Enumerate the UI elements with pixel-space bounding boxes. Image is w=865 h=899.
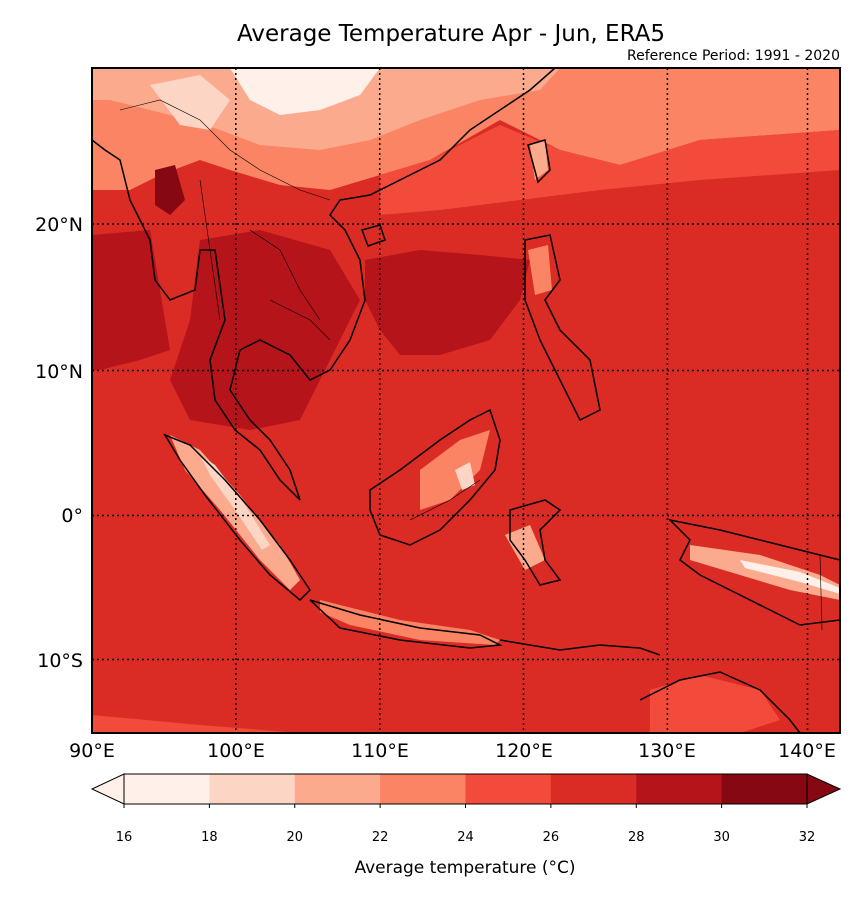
colorbar-tick-label: 32 <box>799 830 816 845</box>
colorbar-label: Average temperature (°C) <box>354 858 575 878</box>
map-frame <box>91 67 841 734</box>
colorbar-segment <box>209 774 296 804</box>
colorbar-segment <box>721 774 808 804</box>
colorbar <box>90 773 842 805</box>
luzon-highlands <box>528 245 552 295</box>
colorbar-tick-label: 28 <box>628 830 645 845</box>
colorbar-tick-label: 26 <box>543 830 560 845</box>
coast-sulawesi <box>509 499 562 586</box>
southwest-cool-edge <box>92 715 300 733</box>
borneo-peak <box>455 462 475 490</box>
map-area <box>92 68 840 733</box>
lat-label-10S: 10°S <box>37 650 83 672</box>
chart-title: Average Temperature Apr - Jun, ERA5 <box>237 21 665 47</box>
cool-north-zone-2 <box>380 125 840 215</box>
highland-cold <box>230 68 380 115</box>
sulawesi-highlands <box>505 525 545 570</box>
coast-lesser-sunda <box>499 639 661 656</box>
colorbar-segment <box>550 774 637 804</box>
lat-label-0: 0° <box>61 505 83 527</box>
colorbar-segment <box>636 774 723 804</box>
highland-cold-2 <box>150 75 230 130</box>
colorbar-segment <box>124 774 210 804</box>
north-australia-land <box>650 675 780 733</box>
coastlines <box>92 68 840 733</box>
lon-label-90E: 90°E <box>69 740 115 762</box>
longitude-labels: 90°E 100°E 110°E 120°E 130°E 140°E <box>69 740 836 762</box>
colorbar-tick-label: 16 <box>116 830 133 845</box>
colorbar-segment <box>380 774 466 804</box>
lon-label-130E: 130°E <box>638 740 696 762</box>
latitude-labels: 20°N 10°N 0° 10°S <box>35 214 83 672</box>
chart-subtitle: Reference Period: 1991 - 2020 <box>627 48 840 64</box>
warm-indochina <box>170 230 360 430</box>
colorbar-extend-high <box>806 773 842 805</box>
lon-label-110E: 110°E <box>351 740 409 762</box>
lat-label-20N: 20°N <box>35 214 83 236</box>
sumatra-highlands <box>170 435 300 590</box>
coast-mainland-asia <box>92 68 556 501</box>
warm-bay-of-bengal <box>92 230 170 370</box>
colorbar-segment <box>465 774 552 804</box>
coast-sumatra <box>163 433 311 602</box>
coast-australia-north <box>639 671 801 733</box>
country-borders <box>119 99 823 631</box>
lon-label-100E: 100°E <box>207 740 265 762</box>
lon-label-140E: 140°E <box>778 740 836 762</box>
coast-philippines <box>524 234 601 422</box>
new-guinea-peaks <box>740 560 840 594</box>
coast-taiwan <box>527 139 551 184</box>
coast-new-guinea <box>667 518 840 626</box>
sumatra-peaks <box>200 455 270 550</box>
colorbar-ticks: 16 18 20 22 24 26 28 30 32 <box>116 804 816 845</box>
warm-south-china-sea <box>365 250 530 355</box>
java-highlands <box>320 600 500 645</box>
colorbar-tick-label: 24 <box>457 830 474 845</box>
colorbar-tick-label: 22 <box>372 830 389 845</box>
coast-hainan <box>361 224 386 247</box>
colorbar-tick-label: 20 <box>286 830 303 845</box>
gridlines <box>92 68 840 733</box>
lat-label-10N: 10°N <box>35 361 83 383</box>
warm-myanmar-core <box>155 165 185 215</box>
colorbar-tick-label: 18 <box>201 830 218 845</box>
colorbar-tick-label: 30 <box>713 830 730 845</box>
colorbar-extend-low <box>90 773 125 805</box>
colorbar-segment <box>294 774 381 804</box>
lon-label-120E: 120°E <box>495 740 553 762</box>
